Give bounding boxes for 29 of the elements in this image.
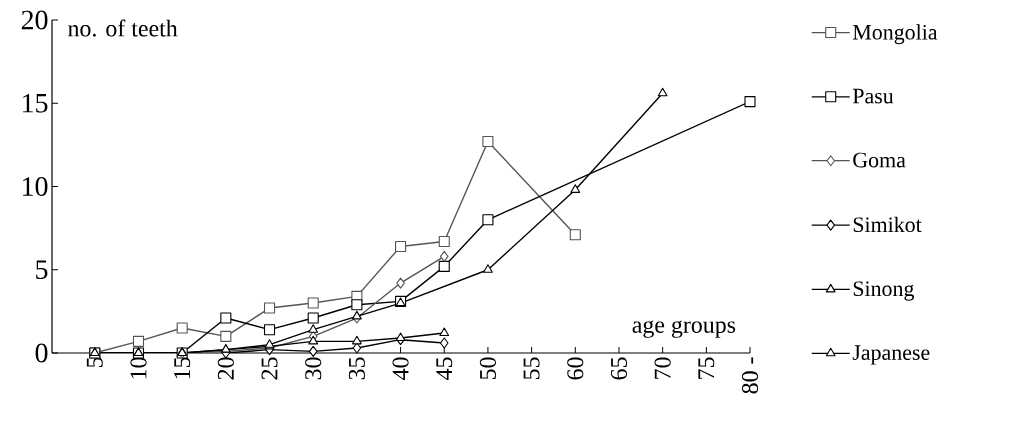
x-tick-label: 60 <box>567 357 584 380</box>
x-tick-label: 65 <box>610 357 627 380</box>
x-tick-label: 15 <box>174 357 191 379</box>
y-axis-title: no. of teeth <box>68 19 178 37</box>
legend-label: Goma <box>853 152 906 168</box>
x-axis-title: age groups <box>632 320 736 338</box>
legend-label: Japanese <box>852 345 930 365</box>
x-tick-label: 45 <box>436 357 453 380</box>
y-tick-label: 5 <box>36 260 48 280</box>
x-tick-label: 50 <box>479 357 496 380</box>
x-tick-label: 20 <box>217 357 234 380</box>
legend-label: Sinong <box>853 281 915 301</box>
x-tick-label: 55 <box>523 357 540 380</box>
y-tick-label: 15 <box>23 93 48 113</box>
legend-label: Simikot <box>853 216 922 233</box>
x-tick-label: 35 <box>348 357 365 380</box>
x-tick-label: 70 <box>654 357 671 379</box>
x-tick-label: 40 <box>392 357 409 380</box>
x-tick-label: 25 <box>261 357 278 380</box>
x-tick-label: 5 <box>86 357 103 368</box>
legend-label: Mongolia <box>852 24 938 45</box>
x-tick-label: 75 <box>698 357 715 379</box>
x-tick-label: 30 <box>305 357 322 380</box>
y-tick-label: 20 <box>21 10 48 30</box>
x-tick-label: 80 - <box>741 357 759 394</box>
legend-label: Pasu <box>852 88 894 104</box>
x-tick-label: 10 <box>130 357 147 379</box>
y-tick-label: 10 <box>23 177 48 196</box>
y-tick-label: 0 <box>35 343 48 363</box>
